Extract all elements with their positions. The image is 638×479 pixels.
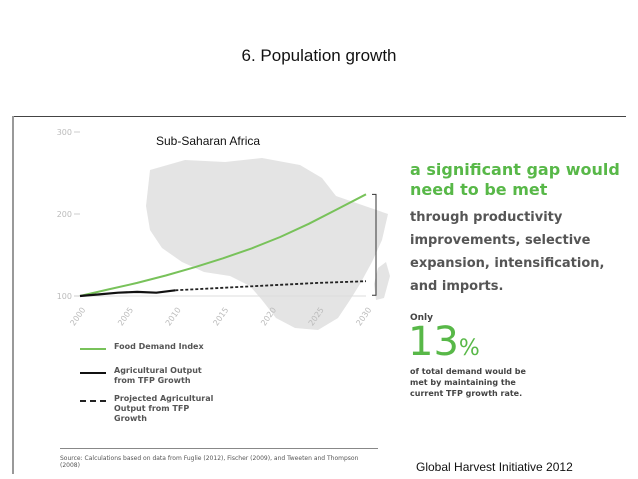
chart-series	[79, 193, 367, 298]
demand-text: of total demand would be met by maintain…	[410, 367, 526, 398]
big-percent: 13%	[408, 322, 480, 369]
x-tick-label: 2000	[68, 306, 87, 328]
big-percent-unit: %	[458, 336, 480, 361]
x-tick-label: 2005	[116, 306, 135, 328]
legend-item-ag-output: Agricultural Output from TFP Growth	[70, 366, 270, 388]
legend-swatch-black	[80, 372, 106, 374]
x-tick-label: 2030	[354, 306, 373, 328]
madagascar-silhouette	[374, 262, 390, 300]
legend-label: Projected Agricultural Output from TFP G…	[114, 394, 214, 423]
chart-legend: Food Demand Index Agricultural Output fr…	[70, 342, 270, 432]
source-note: Source: Calculations based on data from …	[60, 455, 359, 469]
legend-swatch-green	[80, 348, 106, 350]
legend-item-food-demand: Food Demand Index	[70, 342, 270, 360]
big-percent-value: 13	[408, 319, 459, 365]
panel-edge	[12, 116, 14, 474]
y-tick-label: 200	[57, 210, 72, 219]
x-tick-label: 2015	[211, 306, 230, 328]
africa-map-silhouette	[146, 158, 388, 330]
series-line-projected	[175, 280, 367, 292]
series-line-ag-output	[79, 289, 176, 298]
legend-label: Food Demand Index	[114, 342, 204, 351]
only-label: Only	[410, 313, 434, 323]
source-divider	[60, 448, 378, 449]
x-tick-label: 2010	[164, 306, 183, 328]
legend-swatch-dashed	[80, 400, 106, 402]
region-label: Sub-Saharan Africa	[156, 134, 261, 148]
legend-item-projected: Projected Agricultural Output from TFP G…	[70, 394, 270, 426]
y-tick-label: 300	[57, 128, 72, 137]
subhead: through productivity improvements, selec…	[410, 210, 605, 294]
series-line-food-demand	[79, 193, 367, 297]
legend-label: Agricultural Output from TFP Growth	[114, 366, 202, 385]
attribution: Global Harvest Initiative 2012	[416, 460, 573, 474]
y-tick-label: 100	[57, 292, 72, 301]
gap-bracket	[372, 193, 377, 296]
slide-title: 6. Population growth	[241, 46, 397, 65]
headline: a significant gap would need to be met	[410, 160, 620, 199]
